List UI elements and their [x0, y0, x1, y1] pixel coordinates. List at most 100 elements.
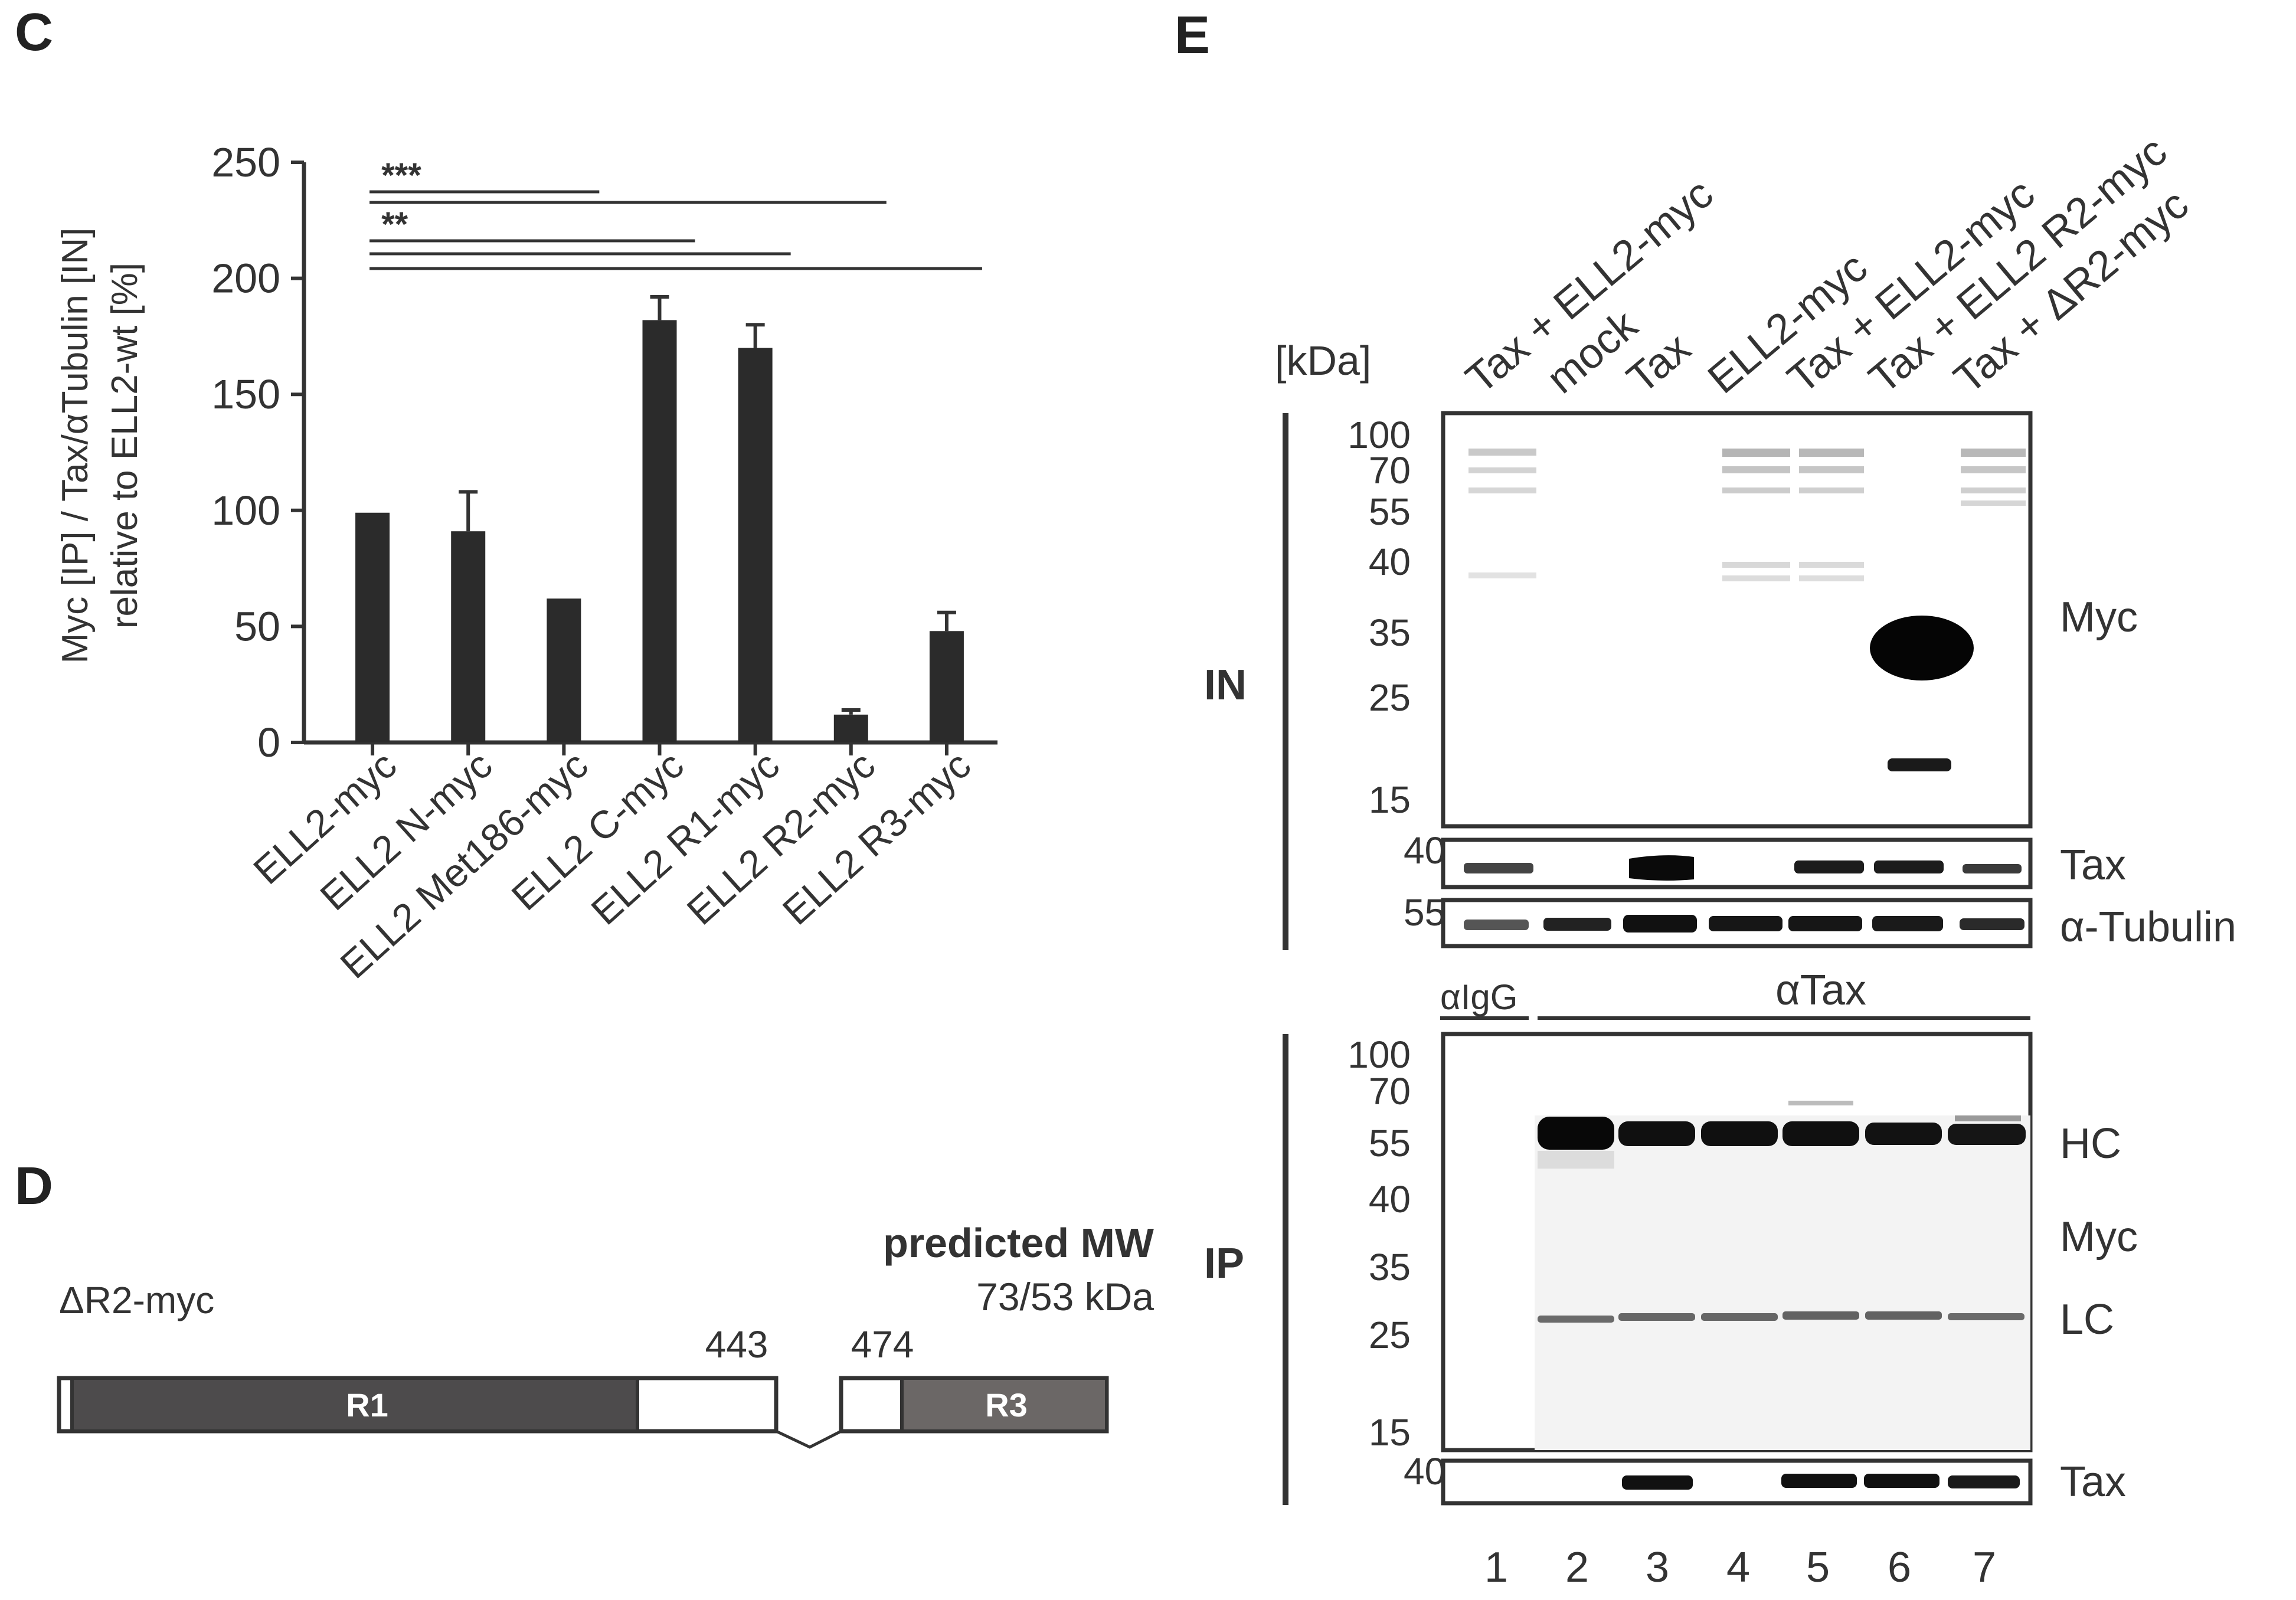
band — [1623, 915, 1697, 932]
region-r1-label: R1 — [346, 1386, 388, 1424]
band — [1865, 1123, 1942, 1145]
band — [1799, 449, 1864, 457]
ip-tax-marker: 40 — [1404, 1450, 1445, 1493]
mw-marker: 55 — [1369, 490, 1411, 533]
mw-marker: 70 — [1369, 449, 1411, 492]
band — [1781, 1474, 1857, 1488]
in-label: IN — [1204, 662, 1247, 709]
band — [1799, 562, 1864, 568]
bar — [451, 531, 486, 742]
mw-marker: 35 — [1369, 611, 1411, 654]
lane-number: 3 — [1646, 1544, 1669, 1591]
band — [1948, 1313, 2024, 1320]
band — [1468, 467, 1536, 473]
band — [1865, 1311, 1942, 1320]
region-r3-label: R3 — [985, 1386, 1028, 1424]
ip-label: IP — [1204, 1240, 1244, 1287]
band — [1538, 1117, 1614, 1150]
band — [1948, 1475, 2020, 1488]
band — [1722, 562, 1790, 568]
ip-tax-blot: 40 Tax — [1404, 1450, 2126, 1506]
band — [1782, 1311, 1859, 1320]
mw-marker: 40 — [1369, 541, 1411, 583]
construct-label: ΔR2-myc — [59, 1279, 214, 1321]
band — [1468, 449, 1536, 456]
lane-number: 5 — [1806, 1544, 1830, 1591]
y-tick-label: 150 — [211, 371, 280, 417]
lane-number: 7 — [1973, 1544, 1996, 1591]
band — [1782, 1121, 1859, 1146]
in-myc-label: Myc — [2060, 594, 2138, 641]
kda-label: [kDa] — [1275, 338, 1371, 384]
mw-marker: 25 — [1369, 1314, 1411, 1356]
ip-myc-label: Myc — [2060, 1213, 2138, 1261]
y-tick-label: 50 — [234, 603, 280, 649]
band — [1955, 1115, 2021, 1121]
significance-label: ** — [381, 205, 408, 244]
in-tax-blot: 40 Tax — [1404, 829, 2126, 889]
in-tax-marker: 40 — [1404, 829, 1445, 872]
predicted-mw-value: 73/53 kDa — [976, 1275, 1154, 1318]
band — [1538, 1316, 1614, 1323]
mw-marker: 55 — [1369, 1122, 1411, 1164]
predicted-mw-title: predicted MW — [883, 1220, 1154, 1266]
construct-diagram: D ΔR2-myc predicted MW 73/53 kDa 443 474… — [15, 1157, 1154, 1449]
band — [1618, 1121, 1695, 1146]
band — [1722, 575, 1790, 581]
lane-number: 4 — [1726, 1544, 1750, 1591]
mw-marker: 15 — [1369, 778, 1411, 821]
y-tick-label: 100 — [211, 487, 280, 534]
in-myc-bands — [1468, 449, 2026, 771]
band — [1961, 500, 2026, 506]
bar — [355, 512, 390, 742]
y-tick-label: 0 — [257, 719, 280, 765]
band — [1622, 1475, 1693, 1490]
y-axis-label: Myc [IP] / Tax/αTubulin [IN] relative to… — [55, 228, 145, 664]
band — [1961, 487, 2026, 493]
band — [1629, 855, 1694, 881]
band — [1788, 1101, 1853, 1105]
region-r1 — [74, 1380, 637, 1429]
band — [1468, 487, 1536, 493]
ip-hc-label: HC — [2060, 1120, 2121, 1167]
band — [1963, 864, 2022, 873]
bar — [642, 320, 677, 742]
position-474: 474 — [851, 1323, 914, 1366]
y-tick-label: 250 — [211, 139, 280, 185]
bar — [738, 348, 773, 742]
igg-label: αIgG — [1440, 977, 1517, 1017]
band — [1960, 918, 2024, 930]
band — [1468, 572, 1536, 578]
panel-letter-e: E — [1175, 6, 1210, 65]
mw-marker: 100 — [1347, 414, 1411, 456]
band — [1870, 616, 1974, 680]
panel-letter-c: C — [15, 3, 53, 62]
band — [1722, 466, 1790, 473]
band — [1794, 860, 1864, 873]
mw-marker: 40 — [1369, 1178, 1411, 1221]
mw-marker: 100 — [1347, 1033, 1411, 1076]
lane-number: 6 — [1888, 1544, 1911, 1591]
ip-tax-membrane — [1441, 1458, 2033, 1506]
band — [1722, 449, 1790, 457]
mw-marker: 15 — [1369, 1411, 1411, 1454]
band — [1888, 758, 1951, 771]
band — [1799, 466, 1864, 473]
bar — [547, 598, 581, 742]
mw-marker: 35 — [1369, 1246, 1411, 1288]
band — [1874, 860, 1944, 873]
band — [1799, 575, 1864, 581]
band — [1538, 1151, 1614, 1169]
in-tubulin-label: α-Tubulin — [2060, 904, 2236, 951]
significance-label: *** — [381, 156, 421, 195]
band — [1872, 916, 1943, 931]
mw-marker: 25 — [1369, 676, 1411, 719]
y-axis-label-line1: Myc [IP] / Tax/αTubulin [IN] — [55, 228, 96, 664]
band — [1799, 487, 1864, 493]
bar — [929, 631, 964, 742]
ip-background-smear — [1535, 1115, 2030, 1450]
